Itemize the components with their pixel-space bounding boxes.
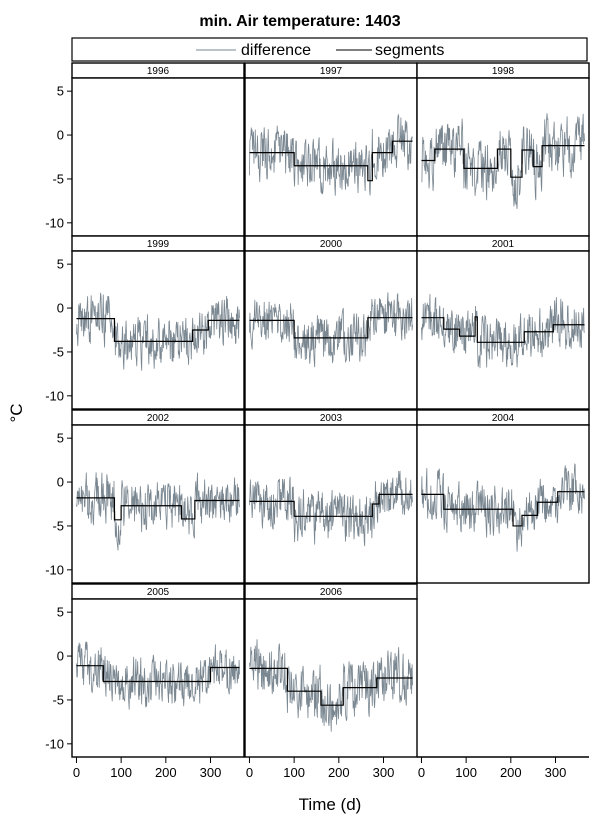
panel-1996: 1996 <box>71 62 245 237</box>
strip-label-2000: 2000 <box>320 239 343 250</box>
x-tick-label-col0-200: 200 <box>155 765 177 780</box>
panel-2002: 2002 <box>71 409 245 584</box>
x-tick-label-col2-0: 0 <box>418 765 425 780</box>
y-tick-label-1999--5: -5 <box>52 344 64 359</box>
y-tick-label-1996--10: -10 <box>45 215 64 230</box>
strip-label-2002: 2002 <box>147 413 170 424</box>
difference-line-2000 <box>249 292 413 368</box>
panel-1997: 1997 <box>244 62 418 237</box>
segments-line-1997 <box>249 140 413 182</box>
difference-line-2005 <box>76 641 240 710</box>
x-tick-label-col2-300: 300 <box>545 765 567 780</box>
y-tick-label-2005--10: -10 <box>45 736 64 751</box>
strip-label-2006: 2006 <box>320 587 343 598</box>
y-tick-label-2005-5: 5 <box>57 605 64 620</box>
panel-1998: 1998 <box>416 62 590 237</box>
y-tick-label-2002-5: 5 <box>57 431 64 446</box>
x-tick-label-col0-0: 0 <box>73 765 80 780</box>
difference-line-1998 <box>421 113 585 209</box>
panel-2005: 2005 <box>71 583 245 758</box>
strip-label-2001: 2001 <box>492 239 515 250</box>
strip-label-1999: 1999 <box>147 239 170 250</box>
difference-line-2002 <box>76 472 240 551</box>
x-tick-label-col2-100: 100 <box>455 765 477 780</box>
difference-line-2006 <box>249 639 413 732</box>
strip-label-2004: 2004 <box>492 413 515 424</box>
panels: 1996 1997 1998 1999 2000 2001 2002 2003 2004 2005… <box>71 62 590 758</box>
plot-area-1996 <box>71 77 245 237</box>
x-tick-label-col0-300: 300 <box>200 765 222 780</box>
x-tick-label-col2-200: 200 <box>500 765 522 780</box>
segments-line-2006 <box>249 667 413 706</box>
y-tick-label-1999-5: 5 <box>57 257 64 272</box>
panel-2006: 2006 <box>244 583 418 758</box>
strip-label-1997: 1997 <box>320 66 343 77</box>
x-tick-label-col0-100: 100 <box>110 765 132 780</box>
x-axis-title: Time (d) <box>299 795 362 814</box>
x-tick-label-col1-300: 300 <box>373 765 395 780</box>
segments-line-1999 <box>76 317 240 343</box>
segments-line-2002 <box>76 497 240 521</box>
panel-2000: 2000 <box>244 235 418 410</box>
legend-box <box>71 37 588 62</box>
x-tick-label-col1-100: 100 <box>283 765 305 780</box>
segments-line-2005 <box>76 665 240 683</box>
segments-line-2001 <box>421 316 585 343</box>
segments-line-2000 <box>249 317 413 339</box>
y-tick-label-2002-0: 0 <box>57 475 64 490</box>
y-tick-label-1999--10: -10 <box>45 388 64 403</box>
segments-line-2004 <box>421 491 585 527</box>
y-tick-label-2002--5: -5 <box>52 518 64 533</box>
y-tick-label-2002--10: -10 <box>45 562 64 577</box>
y-tick-label-1996-0: 0 <box>57 128 64 143</box>
y-tick-label-2005-0: 0 <box>57 649 64 664</box>
plot-area-2002 <box>71 424 245 584</box>
x-tick-label-col1-0: 0 <box>246 765 253 780</box>
axes: 5 0 -5 -10 5 0 -5 -10 5 0 -5 -10 5 0 -5 -10 0 100 200 300 0 1… <box>45 84 589 780</box>
y-tick-label-1996--5: -5 <box>52 171 64 186</box>
y-axis-title: °C <box>7 403 26 422</box>
chart-title: min. Air temperature: 1403 <box>199 13 400 30</box>
panel-2003: 2003 <box>244 409 418 584</box>
y-tick-label-1996-5: 5 <box>57 84 64 99</box>
strip-label-1998: 1998 <box>492 66 515 77</box>
panel-2004: 2004 <box>416 409 590 584</box>
plot-area-2000 <box>244 250 418 410</box>
legend-difference-label: difference <box>241 42 311 59</box>
legend: difference segments <box>71 37 588 62</box>
panel-1999: 1999 <box>71 235 245 410</box>
y-tick-label-2005--5: -5 <box>52 692 64 707</box>
difference-line-2004 <box>421 463 585 552</box>
strip-label-1996: 1996 <box>147 66 170 77</box>
segments-line-2003 <box>249 493 413 517</box>
strip-label-2003: 2003 <box>320 413 343 424</box>
x-tick-label-col1-200: 200 <box>328 765 350 780</box>
difference-line-2001 <box>421 294 585 369</box>
legend-segments-label: segments <box>375 42 444 59</box>
strip-label-2005: 2005 <box>147 587 170 598</box>
panel-2001: 2001 <box>416 235 590 410</box>
segments-line-1998 <box>421 144 585 178</box>
y-tick-label-1999-0: 0 <box>57 301 64 316</box>
difference-line-1997 <box>249 113 413 196</box>
